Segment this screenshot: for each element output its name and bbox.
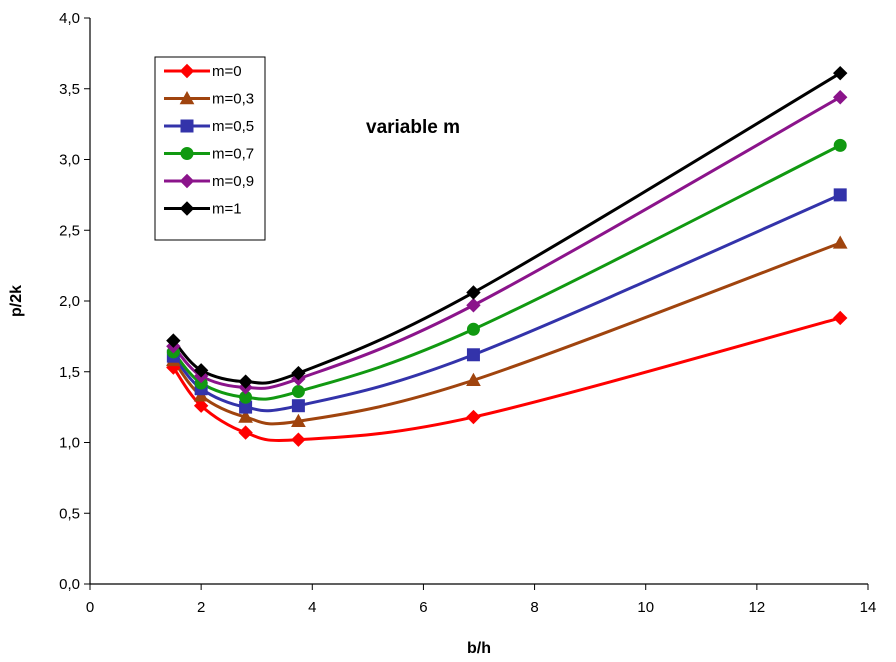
data-point: [193, 398, 209, 413]
series-markers: [166, 65, 848, 447]
series-lines: [171, 71, 842, 442]
data-point: [166, 333, 181, 348]
legend-label: m=0,9: [212, 173, 254, 190]
data-point: [291, 385, 305, 399]
chart-annotation: variable m: [366, 117, 460, 138]
data-point: [291, 432, 306, 447]
x-tick-label: 8: [530, 599, 538, 616]
legend-marker: [179, 201, 195, 216]
data-point: [291, 365, 306, 381]
data-point: [833, 90, 848, 105]
x-tick-label: 14: [860, 599, 877, 616]
data-point: [466, 322, 480, 336]
y-tick-label: 2,0: [59, 293, 80, 310]
legend: m=0 m=0,3 m=0,5 m=0,7 m=0,9 m=1: [154, 56, 266, 241]
data-point: [193, 363, 209, 378]
series-line-0: [171, 316, 842, 442]
y-tick-label: 0,0: [59, 576, 80, 593]
legend-marker: [179, 173, 195, 189]
data-point: [833, 310, 848, 326]
y-axis-title: p/2k: [8, 285, 25, 317]
y-tick-label: 3,0: [59, 152, 80, 169]
data-point: [238, 374, 253, 389]
x-axis-title: b/h: [467, 640, 491, 657]
legend-marker: [179, 90, 195, 105]
data-point: [833, 65, 848, 81]
x-tick-label: 2: [197, 599, 205, 616]
data-point: [238, 409, 253, 423]
x-tick-label: 12: [749, 599, 766, 616]
legend-label: m=0,7: [212, 146, 254, 163]
x-tick-label: 0: [86, 599, 94, 616]
data-point: [238, 425, 253, 440]
series-line-5: [171, 71, 842, 385]
y-tick-label: 1,0: [59, 435, 80, 452]
y-tick-label: 4,0: [59, 10, 80, 27]
legend-marker: [180, 147, 194, 160]
data-point: [833, 188, 847, 202]
data-point: [291, 399, 305, 413]
data-point: [832, 235, 848, 249]
x-tick-label: 6: [419, 599, 427, 616]
data-point: [833, 138, 847, 152]
data-point: [291, 413, 306, 427]
y-tick-label: 2,5: [59, 222, 80, 239]
legend-label: m=0,5: [212, 118, 254, 135]
legend-label: m=1: [212, 201, 242, 218]
y-tick-label: 0,5: [59, 505, 80, 522]
axis-ticks: 0 2 4 6 8 10 12 14 0,0 0,5 1,0 1,5 2,0 2,5 3,0 3,5 4,0: [59, 10, 876, 616]
x-tick-label: 10: [637, 599, 654, 616]
data-point: [466, 285, 481, 300]
x-tick-label: 4: [308, 599, 316, 616]
data-point: [466, 372, 481, 386]
y-tick-label: 1,5: [59, 364, 80, 381]
legend-label: m=0: [212, 63, 242, 80]
data-point: [466, 348, 480, 362]
series-line-2: [171, 193, 842, 413]
data-point: [466, 409, 481, 425]
legend-marker: [180, 119, 194, 133]
legend-marker: [179, 63, 195, 79]
legend-label: m=0,3: [212, 91, 254, 108]
y-tick-label: 3,5: [59, 81, 80, 98]
data-point: [466, 298, 481, 313]
